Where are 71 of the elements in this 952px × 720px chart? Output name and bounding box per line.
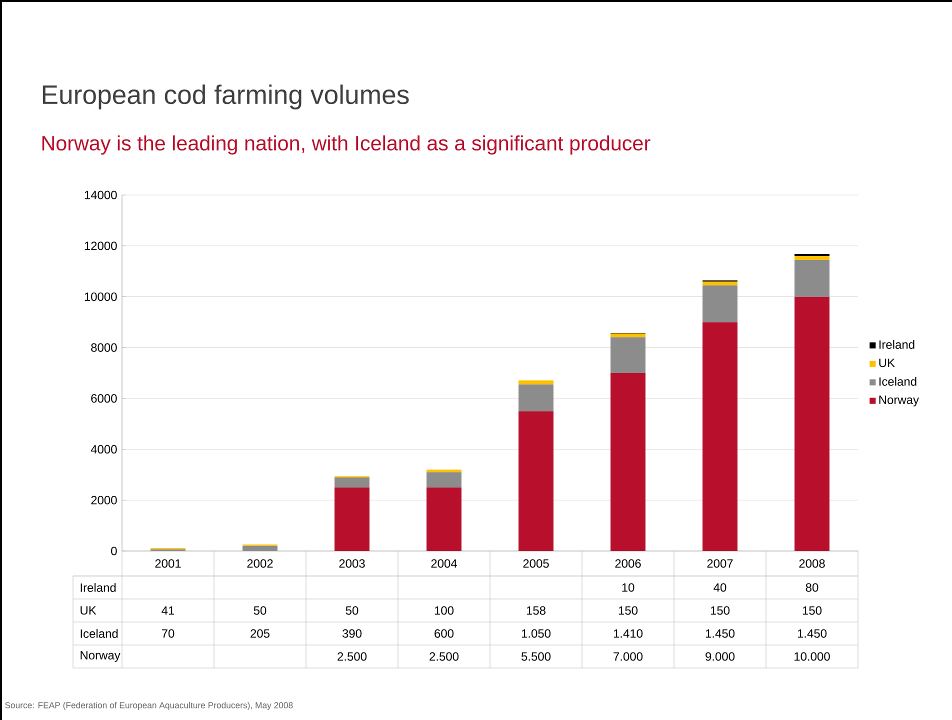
bar [242, 546, 278, 551]
data-label: 1.450 [706, 629, 735, 638]
y-tick-label: 0 [111, 546, 117, 556]
text: UK [80, 606, 96, 615]
data-label: 2.500 [338, 652, 367, 661]
x-tick-label: 2003 [339, 559, 365, 568]
bar [702, 285, 738, 322]
bar [702, 281, 738, 286]
x-tick-label: 2008 [799, 559, 825, 568]
data-label: 150 [710, 606, 730, 615]
legend-label: Ireland [879, 340, 914, 349]
data-label: 150 [618, 606, 638, 615]
x-tick-label: 2005 [523, 559, 549, 568]
data-label: 70 [162, 629, 174, 638]
data-label: 7.000 [614, 652, 643, 661]
y-tick-label: 4000 [90, 445, 117, 454]
data-label: 10.000 [794, 652, 830, 661]
bar [610, 337, 646, 373]
bar [610, 372, 646, 551]
y-tick-label: 6000 [91, 394, 117, 403]
data-label: 5.500 [521, 652, 551, 661]
bar [518, 384, 554, 412]
chart-title: European cod farming volumes [42, 84, 409, 110]
bar [794, 260, 830, 297]
legend-label: Iceland [879, 376, 916, 386]
x-tick-label: 2004 [431, 559, 457, 568]
data-label: 1.450 [798, 629, 827, 638]
data-label: 10 [622, 583, 634, 592]
bar [426, 470, 462, 472]
data-label: 205 [250, 629, 270, 638]
data-label: 600 [434, 629, 454, 638]
data-label: 150 [802, 606, 822, 615]
bar [334, 478, 370, 488]
bar [334, 487, 370, 551]
bar [702, 322, 738, 551]
x-tick-label: 2007 [707, 559, 733, 568]
text: Norway [80, 651, 120, 662]
bar [426, 472, 462, 488]
y-tick-label: 2000 [91, 496, 117, 504]
data-label: 1.410 [614, 629, 643, 638]
data-label: 50 [254, 606, 266, 615]
x-tick-label: 2006 [615, 559, 641, 568]
bar [794, 256, 830, 260]
legend-label: UK [879, 358, 895, 368]
bar [794, 254, 830, 256]
data-label: 80 [806, 583, 818, 592]
data-label: 1.050 [522, 629, 551, 638]
text: Ireland [80, 583, 116, 592]
bar [518, 411, 554, 551]
bar [794, 296, 830, 551]
text: Iceland [80, 629, 118, 638]
data-label: 50 [346, 606, 358, 615]
data-label: 41 [162, 606, 174, 615]
y-tick-label: 12000 [84, 242, 117, 250]
data-label: 390 [342, 629, 362, 638]
data-label: 158 [526, 606, 546, 615]
legend-label: Norway [879, 396, 919, 406]
data-label: 100 [434, 606, 454, 615]
x-tick-label: 2002 [247, 559, 273, 568]
chart-subtitle: Norway is the leading nation, with Iceland as a significant producer [42, 135, 650, 155]
y-tick-label: 14000 [84, 190, 117, 200]
bar [610, 333, 646, 338]
bar [518, 380, 554, 384]
y-tick-label: 10000 [84, 292, 117, 301]
y-tick-label: 8000 [91, 343, 117, 352]
x-tick-label: 2001 [155, 559, 181, 568]
source-note: Source: FEAP (Federation of European Aquaculture Producers), May 2008 [5, 702, 293, 710]
data-label: 40 [714, 583, 726, 592]
data-label: 9.000 [706, 652, 735, 661]
bar [426, 487, 462, 551]
data-label: 2.500 [430, 652, 459, 661]
